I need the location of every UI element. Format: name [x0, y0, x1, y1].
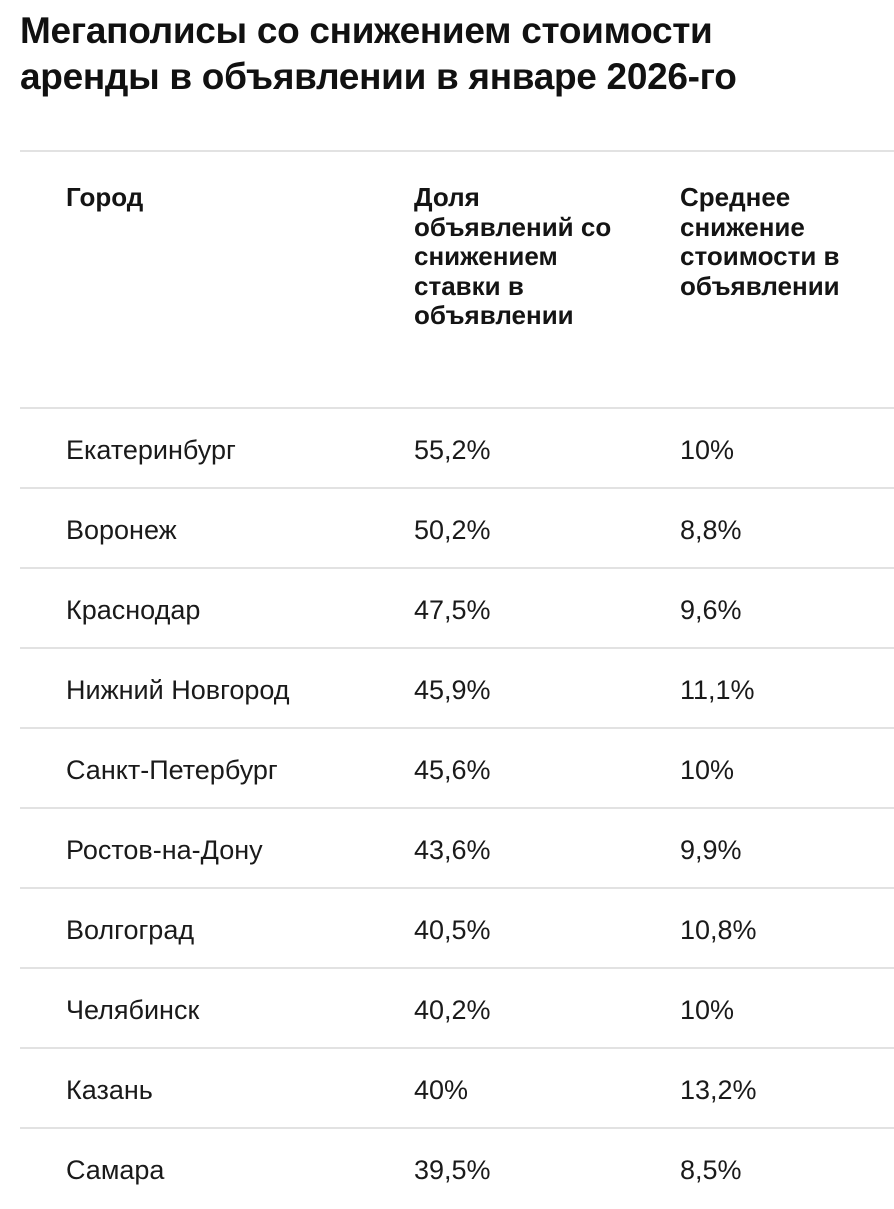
- drop-cell: 8,8%: [680, 515, 742, 545]
- share-cell: 40%: [414, 1075, 469, 1105]
- header-divider: [20, 407, 894, 409]
- share-cell: 40,5%: [414, 915, 491, 945]
- table-row: Краснодар 47,5% 9,6%: [0, 569, 894, 649]
- city-cell: Санкт-Петербург: [66, 755, 278, 785]
- city-cell: Екатеринбург: [66, 435, 236, 465]
- share-cell: 39,5%: [414, 1155, 491, 1185]
- share-cell: 45,9%: [414, 675, 491, 705]
- row-divider: [20, 1127, 894, 1129]
- row-divider: [20, 967, 894, 969]
- row-divider: [20, 647, 894, 649]
- table-row: Ростов-на-Дону 43,6% 9,9%: [0, 809, 894, 889]
- city-cell: Казань: [66, 1075, 153, 1105]
- city-cell: Челябинск: [66, 995, 200, 1025]
- city-cell: Ростов-на-Дону: [66, 835, 263, 865]
- row-divider: [20, 887, 894, 889]
- row-divider: [20, 727, 894, 729]
- city-cell: Краснодар: [66, 595, 201, 625]
- row-divider: [20, 487, 894, 489]
- drop-cell: 11,1%: [680, 675, 755, 705]
- drop-cell: 13,2%: [680, 1075, 757, 1105]
- row-divider: [20, 567, 894, 569]
- city-cell: Волгоград: [66, 915, 195, 945]
- row-divider: [20, 1047, 894, 1049]
- drop-cell: 10,8%: [680, 915, 757, 945]
- city-cell: Самара: [66, 1155, 165, 1185]
- table-row: Челябинск 40,2% 10%: [0, 969, 894, 1049]
- table-row: Волгоград 40,5% 10,8%: [0, 889, 894, 969]
- table-row: Самара 39,5% 8,5%: [0, 1129, 894, 1209]
- share-cell: 43,6%: [414, 835, 491, 865]
- header-drop: Среднее снижение стоимости в объявлении: [680, 182, 840, 301]
- city-cell: Нижний Новгород: [66, 675, 290, 705]
- share-cell: 50,2%: [414, 515, 491, 545]
- page-title: Мегаполисы со снижением стоимости аренды…: [20, 8, 880, 100]
- title-line-2: аренды в объявлении в январе 2026-го: [20, 56, 737, 97]
- drop-cell: 10%: [680, 435, 735, 465]
- city-cell: Воронеж: [66, 515, 177, 545]
- drop-cell: 9,6%: [680, 595, 742, 625]
- table-row: Санкт-Петербург 45,6% 10%: [0, 729, 894, 809]
- header-share: Доля объявлений со снижением ставки в об…: [414, 182, 612, 330]
- table-row: Екатеринбург 55,2% 10%: [0, 409, 894, 489]
- table-top-divider: [20, 150, 894, 152]
- drop-cell: 9,9%: [680, 835, 742, 865]
- share-cell: 40,2%: [414, 995, 491, 1025]
- header-city: Город: [66, 182, 144, 212]
- title-line-1: Мегаполисы со снижением стоимости: [20, 10, 713, 51]
- drop-cell: 10%: [680, 755, 735, 785]
- drop-cell: 10%: [680, 995, 735, 1025]
- row-divider: [20, 807, 894, 809]
- share-cell: 47,5%: [414, 595, 491, 625]
- drop-cell: 8,5%: [680, 1155, 742, 1185]
- share-cell: 45,6%: [414, 755, 491, 785]
- table-row: Казань 40% 13,2%: [0, 1049, 894, 1129]
- share-cell: 55,2%: [414, 435, 491, 465]
- table-row: Нижний Новгород 45,9% 11,1%: [0, 649, 894, 729]
- table-row: Воронеж 50,2% 8,8%: [0, 489, 894, 569]
